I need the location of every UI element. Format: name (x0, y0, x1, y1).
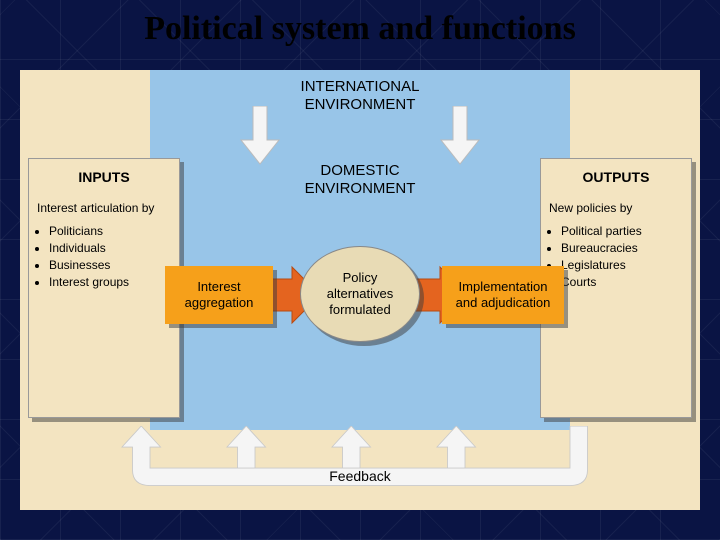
domestic-environment-label: DOMESTIC ENVIRONMENT (200, 162, 520, 198)
list-item: Businesses (49, 258, 179, 272)
intl-arrow-left (235, 106, 285, 166)
list-item: Interest groups (49, 275, 179, 289)
aggregation-line1: Interest (197, 279, 240, 294)
list-item: Courts (561, 275, 691, 289)
policy-line1: Policy (343, 270, 378, 285)
dom-env-line2: ENVIRONMENT (305, 180, 416, 197)
inputs-list: Politicians Individuals Businesses Inter… (29, 224, 179, 289)
feedback-label: Feedback (20, 468, 700, 484)
outputs-header: OUTPUTS (541, 159, 691, 189)
outputs-subhead: New policies by (541, 189, 691, 221)
implementation-line1: Implementation (459, 279, 548, 294)
policy-line3: formulated (329, 302, 390, 317)
policy-line2: alternatives (327, 286, 393, 301)
intl-env-line1: INTERNATIONAL (301, 78, 420, 95)
implementation-box: Implementation and adjudication (442, 266, 564, 324)
list-item: Individuals (49, 241, 179, 255)
international-environment-label: INTERNATIONAL ENVIRONMENT (20, 78, 700, 114)
policy-alternatives-oval: Policy alternatives formulated (300, 246, 420, 342)
dom-env-line1: DOMESTIC (320, 162, 399, 179)
intl-arrow-right (435, 106, 485, 166)
list-item: Bureaucracies (561, 241, 691, 255)
inputs-subhead: Interest articulation by (29, 189, 179, 221)
aggregation-line2: aggregation (185, 295, 254, 310)
list-item: Politicians (49, 224, 179, 238)
inputs-header: INPUTS (29, 159, 179, 189)
feedback-arrows (60, 426, 660, 496)
list-item: Legislatures (561, 258, 691, 272)
systems-diagram: INTERNATIONAL ENVIRONMENT DOMESTIC ENVIR… (20, 70, 700, 510)
interest-aggregation-box: Interest aggregation (165, 266, 273, 324)
inputs-panel: INPUTS Interest articulation by Politici… (28, 158, 180, 418)
intl-env-line2: ENVIRONMENT (305, 96, 416, 113)
list-item: Political parties (561, 224, 691, 238)
slide-title: Political system and functions (0, 10, 720, 48)
implementation-line2: and adjudication (456, 295, 551, 310)
